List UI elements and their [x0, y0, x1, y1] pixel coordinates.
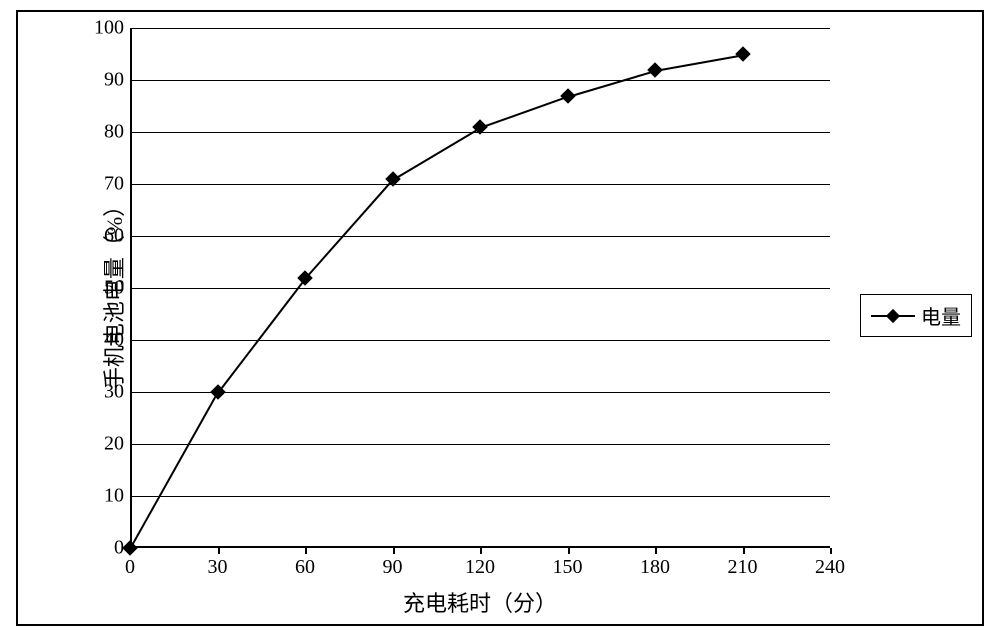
- gridline-h: [132, 80, 830, 81]
- y-tick-label: 50: [84, 277, 124, 300]
- y-tick-label: 80: [84, 121, 124, 144]
- x-tick-label: 210: [728, 556, 758, 579]
- gridline-h: [132, 392, 830, 393]
- x-tick-mark: [830, 548, 832, 554]
- y-tick-label: 40: [84, 329, 124, 352]
- legend: 电量: [860, 294, 972, 337]
- legend-sample: [871, 310, 915, 322]
- x-tick-label: 90: [383, 556, 403, 579]
- y-tick-label: 90: [84, 69, 124, 92]
- y-tick-label: 30: [84, 381, 124, 404]
- gridline-h: [132, 444, 830, 445]
- legend-diamond-icon: [886, 308, 900, 322]
- x-tick-mark: [480, 548, 482, 554]
- x-tick-mark: [743, 548, 745, 554]
- x-tick-mark: [655, 548, 657, 554]
- gridline-h: [132, 28, 830, 29]
- plot-area: [130, 28, 830, 548]
- gridline-h: [132, 496, 830, 497]
- y-tick-label: 60: [84, 225, 124, 248]
- x-tick-mark: [305, 548, 307, 554]
- x-tick-label: 180: [640, 556, 670, 579]
- gridline-h: [132, 184, 830, 185]
- gridline-h: [132, 288, 830, 289]
- x-tick-label: 150: [553, 556, 583, 579]
- x-tick-label: 30: [208, 556, 228, 579]
- legend-label: 电量: [921, 301, 961, 330]
- y-tick-label: 20: [84, 433, 124, 456]
- x-tick-mark: [568, 548, 570, 554]
- gridline-h: [132, 236, 830, 237]
- x-tick-label: 120: [465, 556, 495, 579]
- x-tick-label: 60: [295, 556, 315, 579]
- y-tick-label: 100: [84, 17, 124, 40]
- x-axis-title: 充电耗时（分）: [403, 586, 557, 618]
- gridline-h: [132, 340, 830, 341]
- y-tick-label: 10: [84, 485, 124, 508]
- x-tick-mark: [393, 548, 395, 554]
- x-tick-label: 0: [125, 556, 135, 579]
- x-tick-label: 240: [815, 556, 845, 579]
- chart-container: 手机电池电量（%） 充电耗时（分） 电量 0102030405060708090…: [0, 0, 1000, 639]
- x-tick-mark: [218, 548, 220, 554]
- y-tick-label: 70: [84, 173, 124, 196]
- y-tick-label: 0: [84, 537, 124, 560]
